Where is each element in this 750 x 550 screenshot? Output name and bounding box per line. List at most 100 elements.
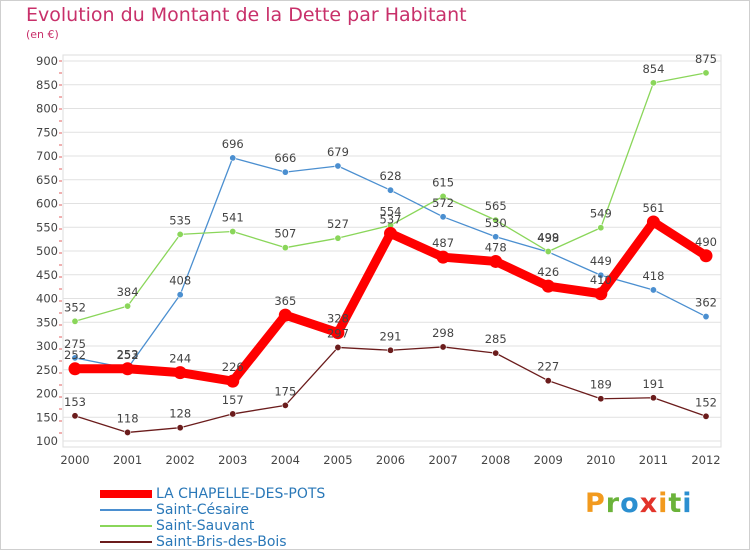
legend-item: LA CHAPELLE-DES-POTS [100, 486, 325, 502]
data-point [124, 302, 132, 310]
data-label: 561 [642, 201, 664, 215]
x-tick-label: 2005 [323, 453, 352, 467]
data-point [229, 154, 237, 162]
data-point [597, 224, 605, 232]
legend-label: Saint-Bris-des-Bois [156, 534, 287, 550]
x-tick-label: 2010 [586, 453, 615, 467]
data-point [226, 374, 240, 388]
data-label: 352 [64, 300, 86, 314]
data-label: 226 [222, 360, 244, 374]
data-point [489, 254, 503, 268]
data-label: 252 [64, 348, 86, 362]
data-label: 565 [485, 199, 507, 213]
data-point [597, 271, 605, 279]
proxiti-logo: Proxiti [585, 488, 693, 519]
data-point [71, 317, 79, 325]
x-tick-label: 2011 [639, 453, 668, 467]
y-tick-label: 100 [36, 434, 58, 448]
data-point [334, 343, 342, 351]
data-label: 549 [590, 207, 612, 221]
y-tick-label: 200 [36, 387, 58, 401]
data-point [384, 226, 397, 240]
data-label: 426 [537, 265, 559, 279]
data-label: 535 [169, 213, 191, 227]
data-label: 175 [274, 384, 296, 398]
x-tick-label: 2012 [691, 453, 720, 467]
data-point [649, 286, 657, 294]
data-point [492, 216, 500, 224]
y-tick-label: 750 [36, 125, 58, 139]
data-point [439, 343, 447, 351]
data-label: 628 [380, 169, 402, 183]
data-point [439, 192, 447, 200]
data-label: 537 [380, 212, 402, 226]
legend-label: LA CHAPELLE-DES-POTS [156, 486, 326, 502]
data-label: 410 [590, 273, 612, 287]
data-point [699, 249, 713, 263]
y-tick-label: 300 [36, 339, 58, 353]
legend: LA CHAPELLE-DES-POTS Saint-Césaire Saint-S… [100, 486, 325, 550]
data-point [544, 377, 552, 385]
data-point [71, 354, 79, 362]
data-label: 153 [64, 395, 86, 409]
legend-item: Saint-Bris-des-Bois [100, 534, 325, 550]
y-tick-label: 500 [36, 244, 58, 258]
data-label: 291 [380, 329, 402, 343]
data-point [176, 230, 184, 238]
data-label: 408 [169, 274, 191, 288]
data-point [281, 168, 289, 176]
data-label: 362 [695, 296, 717, 310]
data-label: 615 [432, 175, 454, 189]
data-label: 253 [117, 347, 139, 361]
data-label: 449 [590, 254, 612, 268]
y-tick-label: 450 [36, 268, 58, 282]
data-label: 854 [642, 62, 664, 76]
data-label: 487 [432, 236, 454, 250]
data-point [278, 308, 292, 322]
x-tick-label: 2001 [113, 453, 142, 467]
legend-item: Saint-Sauvant [100, 518, 325, 534]
data-label: 679 [327, 145, 349, 159]
data-label: 541 [222, 211, 244, 225]
data-label: 554 [380, 204, 402, 218]
y-tick-label: 850 [36, 78, 58, 92]
data-point [281, 401, 289, 409]
legend-label: Saint-Sauvant [156, 518, 255, 534]
data-point [594, 287, 608, 301]
data-point [702, 313, 710, 321]
data-point [646, 215, 660, 229]
data-label: 328 [327, 312, 349, 326]
y-tick-label: 550 [36, 220, 58, 234]
data-label: 498 [537, 231, 559, 245]
series-la-chapelle-des-pots [68, 215, 713, 388]
data-point [439, 213, 447, 221]
data-point [492, 349, 500, 357]
legend-swatch [100, 541, 152, 543]
data-label: 572 [432, 196, 454, 210]
data-point [597, 395, 605, 403]
data-label: 875 [695, 52, 717, 66]
legend-label: Saint-Césaire [156, 502, 249, 518]
data-point [541, 279, 555, 293]
data-label: 696 [222, 137, 244, 151]
data-label: 418 [642, 269, 664, 283]
series-saint-sauvant [71, 69, 710, 325]
data-point [436, 250, 450, 264]
data-point [544, 247, 552, 255]
data-point [702, 69, 710, 77]
x-tick-label: 2007 [428, 453, 457, 467]
data-label: 297 [327, 326, 349, 340]
data-label: 252 [117, 348, 139, 362]
data-point [121, 362, 135, 376]
logo-letter: x [639, 488, 659, 519]
data-label: 384 [117, 285, 139, 299]
data-point [331, 326, 345, 340]
data-label: 490 [695, 235, 717, 249]
data-label: 666 [274, 151, 296, 165]
data-label: 189 [590, 378, 612, 392]
data-point [334, 234, 342, 242]
data-point [386, 346, 394, 354]
y-tick-label: 250 [36, 363, 58, 377]
data-point [649, 79, 657, 87]
data-label: 244 [169, 352, 191, 366]
